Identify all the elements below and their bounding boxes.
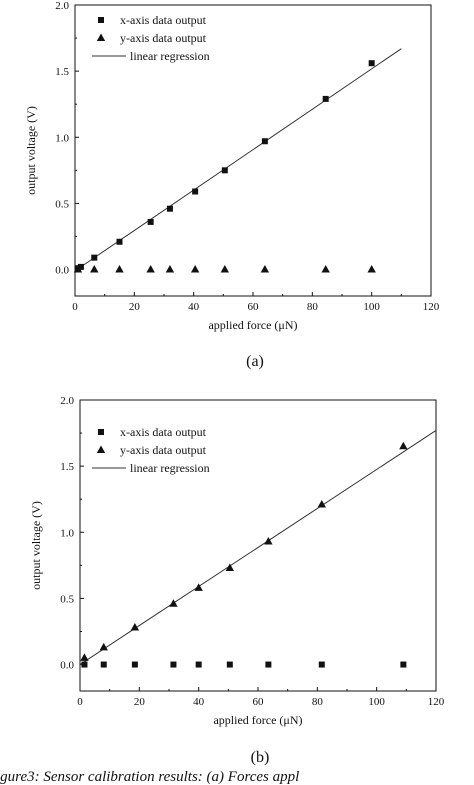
y-axis-data-point: [264, 537, 273, 545]
x-axis-data-point: [261, 138, 268, 145]
legend: x-axis data output y-axis data output line…: [92, 13, 210, 63]
y-axis-data-point: [321, 265, 330, 273]
panel-label: (a): [246, 353, 264, 370]
y-tick-label: 0.0: [60, 660, 74, 672]
legend-label: y-axis data output: [120, 443, 207, 457]
x-tick-label: 20: [134, 696, 146, 708]
y-axis-data-point: [73, 265, 83, 273]
y-axis-label: output voltage (V): [24, 106, 38, 195]
x-tick-label: 40: [188, 301, 200, 313]
x-axis-data-point: [226, 661, 233, 668]
y-tick-label: 0.0: [55, 265, 69, 277]
x-tick-label: 120: [423, 301, 440, 313]
x-tick-label: 80: [307, 301, 319, 313]
x-axis-data-point: [368, 60, 375, 67]
regression-line: [74, 48, 402, 272]
y-axis-data-point: [317, 499, 326, 508]
x-axis-data-point: [400, 661, 407, 668]
y-axis-data-point: [367, 265, 376, 273]
x-tick-label: 60: [253, 696, 265, 708]
legend-label: linear regression: [130, 49, 210, 63]
x-axis-data-point: [195, 661, 202, 668]
x-axis-data-point: [100, 661, 107, 668]
x-tick-label: 0: [72, 301, 78, 313]
panel-label: (b): [251, 749, 270, 766]
chart-panel-b: 0 20 40 60 80 100 120 0.0 0.5 1.0 1.5 2.0 applied fo…: [29, 395, 445, 766]
x-axis-data-point: [116, 238, 123, 245]
x-axis-data-point: [322, 95, 329, 102]
x-axis-data-point: [91, 254, 98, 261]
y-axis-data-point: [190, 265, 200, 273]
chart-panel-a: 0 20 40 60 80 100 120 0.0 0.5 1.0 1.5 2.0 applied fo…: [24, 0, 440, 370]
y-tick-label: 2.0: [60, 395, 74, 407]
y-axis-data-point: [220, 265, 230, 273]
y-axis-data-point: [90, 265, 99, 273]
x-axis-data-point: [170, 661, 177, 668]
y-axis-data-point: [225, 563, 235, 571]
x-axis-label: applied force (μN): [213, 713, 302, 727]
x-tick-label: 0: [77, 696, 83, 708]
y-axis-data-point: [130, 623, 140, 631]
y-tick-label: 0.5: [60, 593, 74, 605]
x-axis-data-point: [192, 188, 199, 195]
legend-triangle-marker: [96, 445, 106, 453]
y-tick-label: 1.5: [55, 66, 69, 78]
y-axis-data-point: [399, 441, 408, 450]
y-tick-label: 1.0: [60, 527, 74, 539]
x-tick-label: 60: [248, 301, 260, 313]
x-tick-label: 40: [193, 696, 205, 708]
x-tick-label: 100: [368, 696, 385, 708]
y-axis-data-point: [80, 653, 89, 661]
y-axis-data-point: [115, 265, 124, 273]
y-axis-data-point: [99, 642, 108, 651]
x-axis-data-point: [166, 205, 173, 212]
x-axis-label: applied force (μN): [208, 318, 297, 332]
x-axis-data-point: [81, 661, 88, 668]
legend-label: y-axis data output: [120, 31, 207, 45]
x-axis-data-point: [318, 661, 325, 668]
legend-triangle-marker: [96, 33, 106, 41]
y-axis-data-point: [194, 583, 203, 591]
legend-label: linear regression: [130, 461, 210, 475]
y-axis-data-point: [165, 265, 175, 273]
y-tick-label: 0.5: [55, 198, 69, 210]
legend: x-axis data output y-axis data output line…: [92, 425, 210, 475]
x-tick-label: 20: [129, 301, 141, 313]
regression-line: [79, 430, 437, 665]
y-tick-label: 1.5: [60, 461, 74, 473]
x-tick-label: 100: [363, 301, 380, 313]
y-axis-data-point: [169, 599, 178, 607]
legend-square-marker: [98, 17, 104, 23]
figure-caption-fragment: igure3: Sensor calibration results: (a) …: [0, 769, 299, 785]
legend-label: x-axis data output: [120, 13, 207, 27]
y-tick-label: 1.0: [55, 132, 69, 144]
plot-frame: [74, 4, 432, 297]
y-axis-data-point: [146, 265, 155, 273]
x-axis-data-point: [131, 661, 138, 668]
x-axis-data-point: [265, 661, 272, 668]
x-axis-data-point: [147, 218, 154, 225]
x-tick-label: 80: [312, 696, 324, 708]
x-axis-data-point: [77, 263, 84, 270]
legend-square-marker: [98, 429, 104, 435]
y-axis-data-point: [260, 265, 270, 273]
x-axis-data-point: [221, 167, 228, 174]
y-tick-label: 2.0: [55, 0, 69, 12]
legend-label: x-axis data output: [120, 425, 207, 439]
x-tick-label: 120: [428, 696, 445, 708]
y-axis-label: output voltage (V): [29, 501, 43, 590]
